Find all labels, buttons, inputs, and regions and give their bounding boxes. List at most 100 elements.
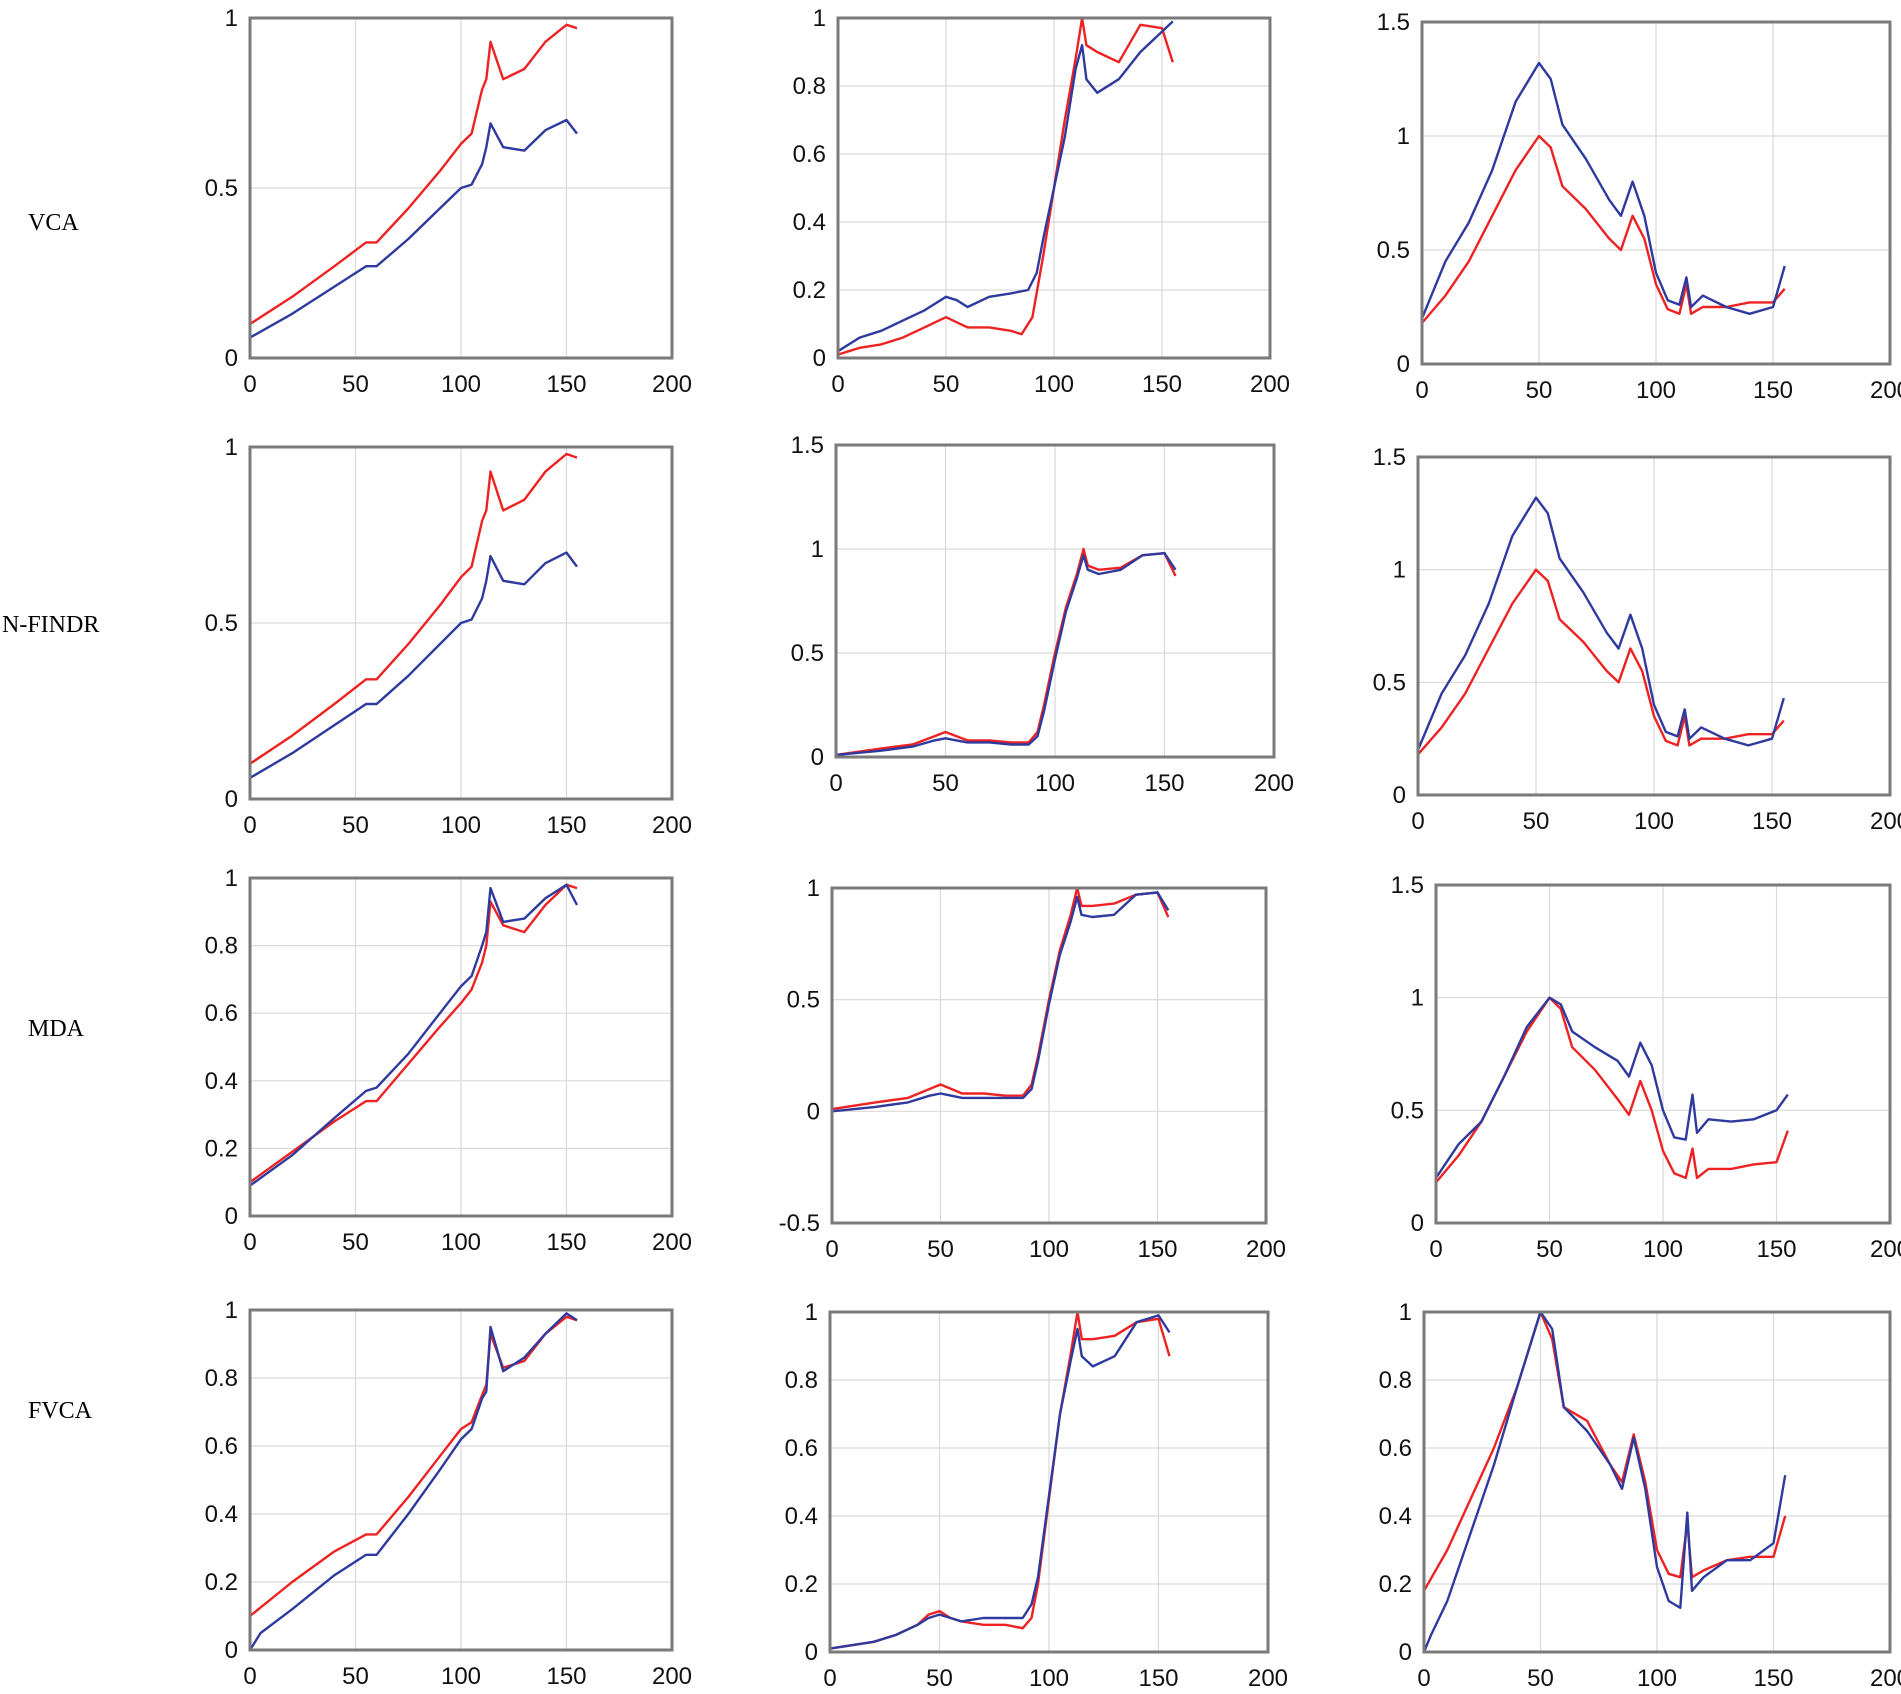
x-tick-label: 100 (1029, 1236, 1069, 1263)
y-tick-label: 0 (1397, 351, 1410, 378)
series-blue-line (837, 20, 1174, 353)
x-tick-label: 150 (1753, 1665, 1793, 1692)
y-tick-label: 1.5 (1373, 444, 1406, 471)
y-tick-label: 0.2 (205, 1135, 238, 1162)
chart-fvca-col2: 0 50 100 150 200 0 0.2 0.4 0.6 0.8 1 (785, 1299, 1288, 1692)
axes-frame (830, 886, 1268, 1225)
y-tick-label: 1.5 (1391, 872, 1424, 899)
axes-frame (1422, 1310, 1892, 1654)
x-tick-label: 0 (243, 1229, 256, 1256)
x-tick-label: 200 (652, 1663, 692, 1690)
x-tick-label: 50 (933, 371, 960, 398)
chart-fvca-col1: 0 50 100 150 200 0 0.2 0.4 0.6 0.8 1 (205, 1297, 692, 1690)
x-tick-label: 150 (546, 1663, 586, 1690)
series-blue-line (248, 1312, 578, 1651)
axes-frame (248, 445, 674, 801)
x-tick-label: 0 (243, 371, 256, 398)
series-blue-line (831, 891, 1170, 1113)
x-tick-label: 200 (1250, 371, 1290, 398)
x-tick-label: 200 (1246, 1236, 1286, 1263)
y-tick-label: 0.5 (205, 175, 238, 202)
y-tick-label: 0 (225, 1637, 238, 1664)
x-tick-label: 0 (243, 1663, 256, 1690)
y-tick-label: 0.5 (1373, 669, 1406, 696)
y-tick-label: 1 (813, 5, 826, 32)
x-tick-label: 150 (546, 1229, 586, 1256)
series-blue-line (1420, 61, 1786, 319)
chart-fvca-col3: 0 50 100 150 200 0 0.2 0.4 0.6 0.8 1 (1379, 1299, 1901, 1692)
chart-vca-col1: 0 50 100 150 200 0 0.5 1 (205, 5, 692, 398)
chart-n-findr-col1: 0 50 100 150 200 0 0.5 1 (205, 434, 692, 839)
x-tick-label: 200 (1870, 808, 1901, 835)
chart-vca-col3: 0 50 100 150 200 0 0.5 1 1.5 (1377, 9, 1901, 404)
row-label-fvca: FVCA (28, 1398, 93, 1424)
axes-frame (1416, 455, 1892, 797)
x-tick-label: 0 (823, 1665, 836, 1692)
x-tick-label: 100 (441, 371, 481, 398)
x-tick-label: 150 (1138, 1665, 1178, 1692)
x-tick-label: 200 (652, 371, 692, 398)
y-tick-label: 0.6 (205, 1000, 238, 1027)
chart-mda-col3: 0 50 100 150 200 0 0.5 1 1.5 (1391, 872, 1901, 1263)
y-tick-label: 0.5 (787, 987, 820, 1014)
x-tick-label: 150 (1756, 1236, 1796, 1263)
x-tick-label: 200 (652, 812, 692, 839)
series-red-line (249, 1315, 578, 1617)
x-tick-label: 0 (1415, 377, 1428, 404)
y-tick-label: 0 (811, 744, 824, 771)
series-red-line (835, 547, 1177, 757)
y-tick-label: 1 (225, 1297, 238, 1324)
y-tick-label: 0.5 (791, 640, 824, 667)
x-tick-label: 0 (829, 770, 842, 797)
y-tick-label: 1 (805, 1299, 818, 1326)
x-tick-label: 150 (1142, 371, 1182, 398)
y-tick-label: 1 (1397, 123, 1410, 150)
y-tick-label: 0 (225, 786, 238, 813)
row-labels: VCA N-FINDR MDA FVCA (2, 210, 99, 1424)
axes-frame (248, 876, 674, 1218)
x-tick-label: 150 (1753, 377, 1793, 404)
axes-frame (248, 1308, 674, 1652)
y-tick-label: 0.2 (785, 1571, 818, 1598)
y-tick-label: 0.4 (1379, 1503, 1412, 1530)
y-tick-label: 1 (1399, 1299, 1412, 1326)
y-tick-label: 0.2 (793, 277, 826, 304)
row-label-vca: VCA (28, 210, 79, 236)
x-tick-label: 200 (1870, 1665, 1901, 1692)
series-blue-line (249, 883, 579, 1187)
y-tick-label: 0.4 (785, 1503, 818, 1530)
series-red-line (837, 16, 1174, 356)
y-tick-label: 0.5 (205, 610, 238, 637)
y-tick-label: 0.8 (1379, 1367, 1412, 1394)
y-tick-label: 0.8 (205, 1365, 238, 1392)
row-label-mda: MDA (28, 1016, 85, 1042)
x-tick-label: 100 (1034, 371, 1074, 398)
x-tick-label: 50 (342, 812, 369, 839)
x-tick-label: 200 (1254, 770, 1294, 797)
axes-frame (1420, 20, 1892, 366)
y-tick-label: 1 (225, 5, 238, 32)
series-blue-line (249, 118, 578, 339)
x-tick-label: 50 (342, 371, 369, 398)
y-tick-label: 0 (807, 1098, 820, 1125)
x-tick-label: 0 (1417, 1665, 1430, 1692)
y-tick-label: 1 (225, 434, 238, 461)
x-tick-label: 200 (1870, 1236, 1901, 1263)
axes-frame (248, 16, 674, 360)
x-tick-label: 100 (441, 812, 481, 839)
x-tick-label: 0 (1411, 808, 1424, 835)
x-tick-label: 0 (825, 1236, 838, 1263)
y-tick-label: 0.4 (205, 1501, 238, 1528)
x-tick-label: 50 (932, 770, 959, 797)
x-tick-label: 50 (927, 1236, 954, 1263)
x-tick-label: 100 (1035, 770, 1075, 797)
row-label-n-findr: N-FINDR (2, 612, 99, 638)
y-tick-label: 0 (1399, 1639, 1412, 1666)
chart-n-findr-col2: 0 50 100 150 200 0 0.5 1 1.5 (791, 432, 1294, 797)
x-tick-label: 0 (1429, 1236, 1442, 1263)
x-tick-label: 100 (1643, 1236, 1683, 1263)
y-tick-label: 0 (813, 345, 826, 372)
x-tick-label: 150 (1144, 770, 1184, 797)
x-tick-label: 100 (1634, 808, 1674, 835)
